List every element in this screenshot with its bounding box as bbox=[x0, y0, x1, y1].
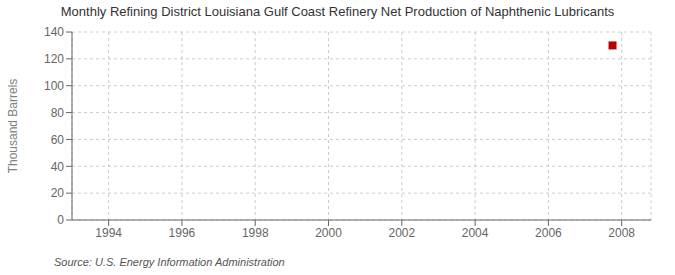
svg-text:2004: 2004 bbox=[462, 226, 489, 240]
svg-text:2000: 2000 bbox=[315, 226, 342, 240]
svg-text:1998: 1998 bbox=[242, 226, 269, 240]
svg-text:1996: 1996 bbox=[169, 226, 196, 240]
svg-text:20: 20 bbox=[51, 186, 65, 200]
svg-text:80: 80 bbox=[51, 106, 65, 120]
svg-text:1994: 1994 bbox=[95, 226, 122, 240]
svg-text:40: 40 bbox=[51, 160, 65, 174]
svg-text:140: 140 bbox=[44, 25, 64, 39]
svg-text:2008: 2008 bbox=[608, 226, 635, 240]
svg-text:2006: 2006 bbox=[535, 226, 562, 240]
html-text:Monthly Refining District Loui: Monthly Refining District Louisiana Gulf… bbox=[60, 4, 615, 19]
svg-text:2002: 2002 bbox=[388, 226, 415, 240]
svg-text:60: 60 bbox=[51, 133, 65, 147]
svg-text:100: 100 bbox=[44, 79, 64, 93]
svg-text:120: 120 bbox=[44, 52, 64, 66]
html-text:Source: U.S. Energy Informatio: Source: U.S. Energy Information Administ… bbox=[54, 256, 285, 268]
svg-text:Thousand Barrels: Thousand Barrels bbox=[8, 79, 20, 174]
svg-text:0: 0 bbox=[57, 213, 64, 227]
